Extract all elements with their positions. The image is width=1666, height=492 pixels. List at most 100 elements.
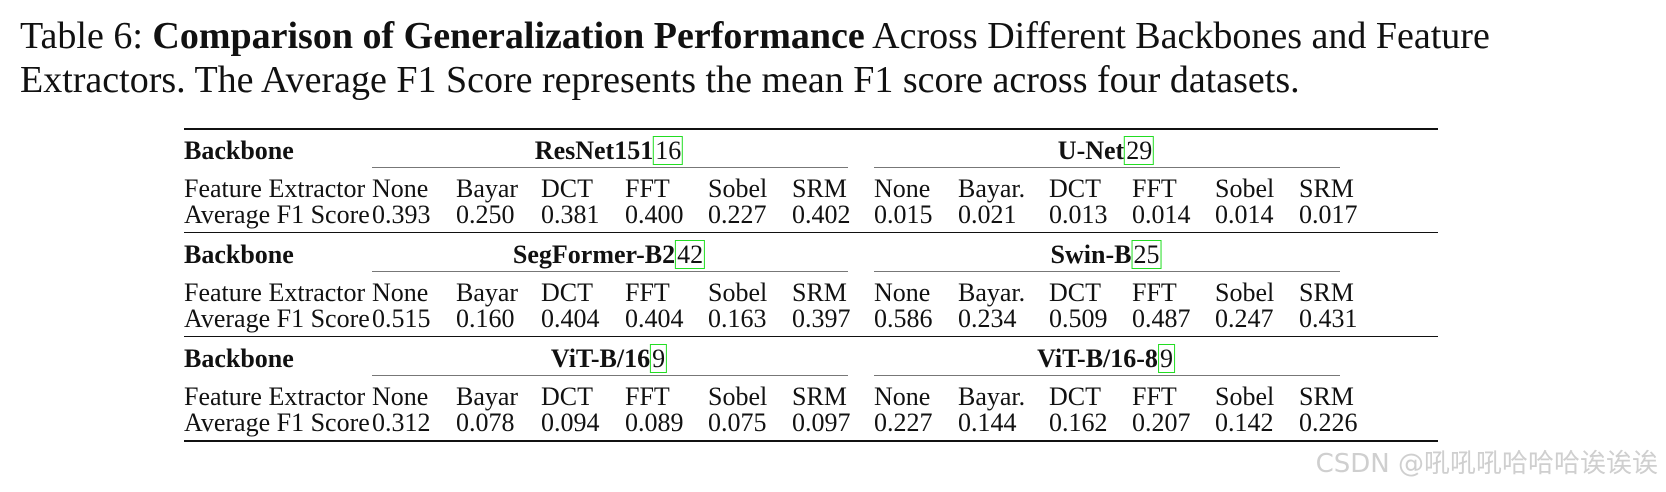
score-value: 0.227 (708, 200, 767, 229)
score-value: 0.247 (1215, 304, 1274, 333)
extractor-name: None (874, 382, 931, 411)
extractor-name: Bayar (456, 174, 519, 203)
citation-link[interactable]: 42 (675, 240, 706, 269)
backbone-label: Backbone (184, 240, 294, 269)
score-value: 0.094 (541, 408, 600, 437)
score-value: 0.144 (958, 408, 1017, 437)
score-value: 0.163 (708, 304, 767, 333)
extractor-name: FFT (625, 382, 670, 411)
extractor-name: FFT (1132, 382, 1177, 411)
extractor-name: Bayar. (958, 382, 1026, 411)
extractor-name: None (372, 174, 429, 203)
cmidrule (372, 167, 848, 169)
extractor-name: Sobel (708, 174, 768, 203)
table-caption: Table 6: Comparison of Generalization Pe… (20, 14, 1650, 102)
backbone-name: U-Net29 (1057, 136, 1155, 166)
score-value: 0.227 (874, 408, 933, 437)
extractor-name: Sobel (1215, 278, 1275, 307)
table-bottom-rule (184, 440, 1438, 442)
score-value: 0.014 (1132, 200, 1191, 229)
caption-title: Comparison of Generalization Performance (152, 15, 865, 57)
citation-link[interactable]: 9 (650, 344, 668, 373)
score-value: 0.400 (625, 200, 684, 229)
score-label: Average F1 Score (184, 408, 370, 437)
score-value: 0.160 (456, 304, 515, 333)
score-label: Average F1 Score (184, 304, 370, 333)
extractor-name: SRM (1299, 278, 1354, 307)
extractor-name: Sobel (708, 382, 768, 411)
group-separator-rule (184, 232, 1438, 234)
backbone-label: Backbone (184, 136, 294, 165)
score-value: 0.381 (541, 200, 600, 229)
extractor-name: Bayar (456, 278, 519, 307)
extractor-name: None (874, 278, 931, 307)
score-value: 0.397 (792, 304, 851, 333)
extractor-name: DCT (541, 174, 593, 203)
score-value: 0.586 (874, 304, 933, 333)
score-value: 0.013 (1049, 200, 1108, 229)
feature-extractor-label: Feature Extractor (184, 278, 366, 307)
extractor-name: SRM (792, 382, 847, 411)
score-label: Average F1 Score (184, 200, 370, 229)
score-value: 0.089 (625, 408, 684, 437)
backbone-name: ViT-B/169 (550, 344, 668, 374)
score-value: 0.404 (541, 304, 600, 333)
score-value: 0.015 (874, 200, 933, 229)
cmidrule (874, 167, 1340, 169)
watermark: CSDN @吼吼吼哈哈哈诶诶诶 (1315, 449, 1658, 479)
extractor-name: DCT (1049, 382, 1101, 411)
extractor-name: DCT (541, 382, 593, 411)
extractor-name: DCT (1049, 174, 1101, 203)
extractor-name: SRM (1299, 174, 1354, 203)
backbone-name: ViT-B/16-89 (1037, 344, 1175, 374)
extractor-name: DCT (541, 278, 593, 307)
score-value: 0.078 (456, 408, 515, 437)
extractor-name: SRM (792, 278, 847, 307)
feature-extractor-label: Feature Extractor (184, 382, 366, 411)
citation-link[interactable]: 9 (1157, 344, 1175, 373)
backbone-name: Swin-B25 (1051, 240, 1162, 270)
cmidrule (874, 271, 1340, 273)
extractor-name: Sobel (1215, 382, 1275, 411)
backbone-name: ResNet15116 (534, 136, 684, 166)
score-value: 0.207 (1132, 408, 1191, 437)
backbone-label: Backbone (184, 344, 294, 373)
score-value: 0.312 (372, 408, 431, 437)
extractor-name: FFT (1132, 278, 1177, 307)
citation-link[interactable]: 25 (1131, 240, 1162, 269)
extractor-name: SRM (792, 174, 847, 203)
backbone-name-text: ResNet151 (534, 136, 654, 165)
score-value: 0.142 (1215, 408, 1274, 437)
extractor-name: Bayar. (958, 278, 1026, 307)
extractor-name: Bayar (456, 382, 519, 411)
extractor-name: Sobel (708, 278, 768, 307)
score-value: 0.017 (1299, 200, 1358, 229)
score-value: 0.014 (1215, 200, 1274, 229)
score-value: 0.021 (958, 200, 1017, 229)
citation-link[interactable]: 16 (653, 136, 684, 165)
extractor-name: None (874, 174, 931, 203)
score-value: 0.393 (372, 200, 431, 229)
score-value: 0.234 (958, 304, 1017, 333)
score-value: 0.075 (708, 408, 767, 437)
score-value: 0.250 (456, 200, 515, 229)
backbone-name-text: ViT-B/16-8 (1037, 344, 1158, 373)
extractor-name: SRM (1299, 382, 1354, 411)
caption-text: Across Different Backbones and Feature E… (20, 15, 1490, 101)
backbone-name: SegFormer-B242 (512, 240, 706, 270)
extractor-name: None (372, 278, 429, 307)
backbone-name-text: SegFormer-B2 (512, 240, 676, 269)
backbone-name-text: U-Net (1057, 136, 1125, 165)
score-value: 0.402 (792, 200, 851, 229)
score-value: 0.509 (1049, 304, 1108, 333)
feature-extractor-label: Feature Extractor (184, 174, 366, 203)
extractor-name: FFT (625, 278, 670, 307)
citation-link[interactable]: 29 (1124, 136, 1155, 165)
backbone-name-text: ViT-B/16 (550, 344, 651, 373)
extractor-name: DCT (1049, 278, 1101, 307)
caption-label: Table 6: (20, 15, 143, 57)
score-value: 0.226 (1299, 408, 1358, 437)
cmidrule (372, 271, 848, 273)
score-value: 0.431 (1299, 304, 1358, 333)
score-value: 0.404 (625, 304, 684, 333)
